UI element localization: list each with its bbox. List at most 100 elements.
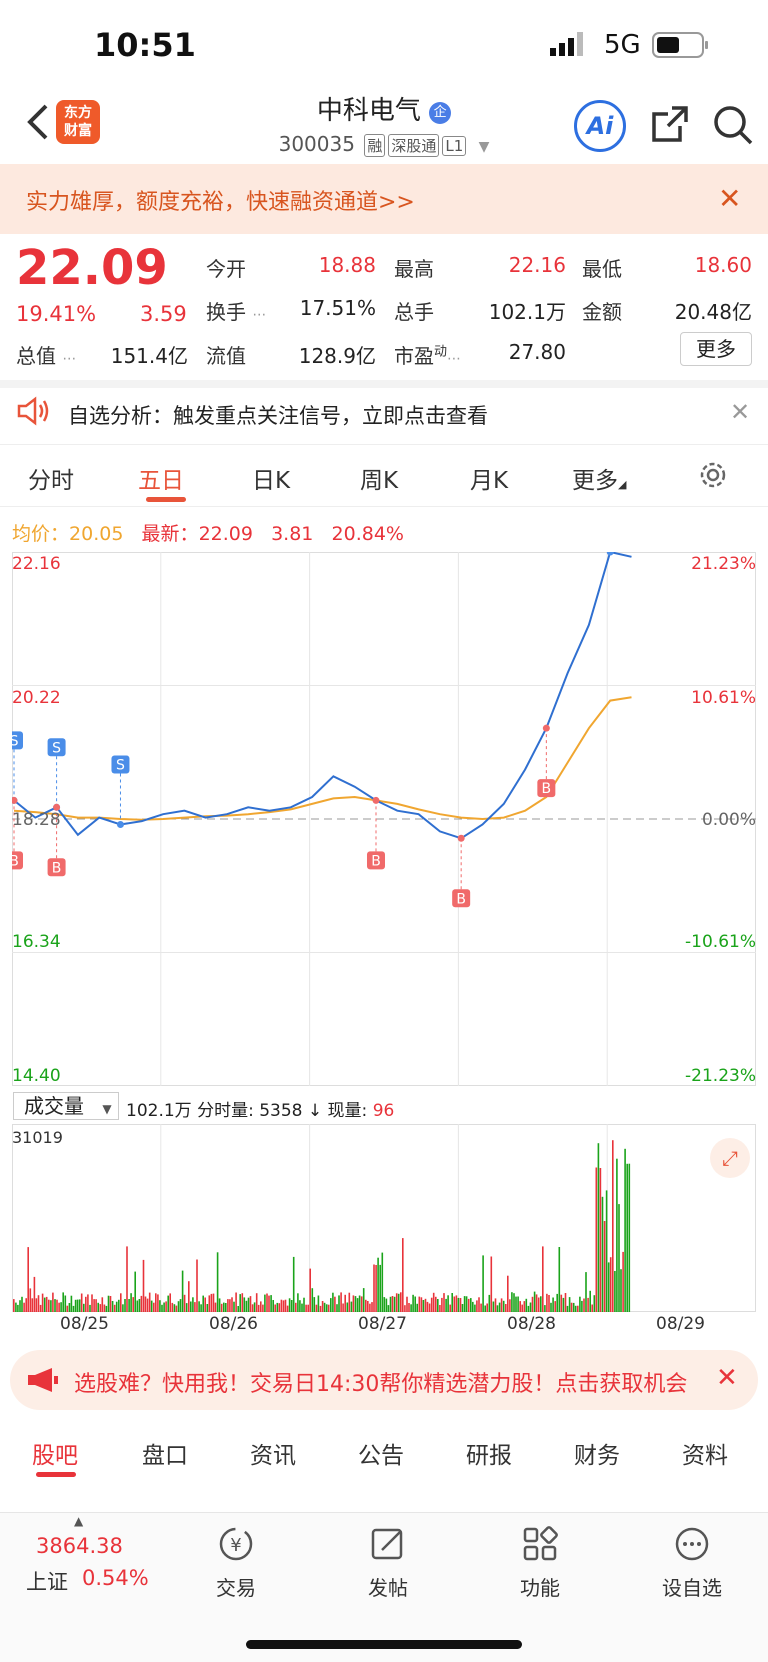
post-icon[interactable] xyxy=(338,1524,438,1571)
promo-close-button[interactable]: ✕ xyxy=(718,182,742,215)
volume-bar xyxy=(583,1298,585,1312)
volume-bar xyxy=(614,1271,616,1312)
volume-bar xyxy=(257,1304,260,1312)
volume-bar xyxy=(387,1305,390,1312)
volume-bar xyxy=(383,1297,386,1312)
float-value: 128.9亿 xyxy=(298,344,376,368)
signal-dot xyxy=(372,796,380,804)
add-watchlist-button[interactable]: 设自选 xyxy=(662,1576,722,1600)
volume-bar xyxy=(340,1292,342,1312)
volume-bar xyxy=(124,1299,126,1312)
more-button[interactable]: 更多 xyxy=(680,332,752,366)
volume-bar xyxy=(229,1299,231,1312)
index-expand-icon[interactable]: ▲ xyxy=(74,1514,84,1528)
volume-bar xyxy=(321,1301,324,1312)
tab-daily-k[interactable]: 日K xyxy=(252,468,291,494)
volume-bar xyxy=(373,1264,375,1312)
subtab-announcement[interactable]: 公告 xyxy=(358,1443,404,1469)
volume-bar xyxy=(27,1247,29,1312)
volume-bar xyxy=(153,1302,155,1312)
index-value[interactable]: 3864.38 xyxy=(36,1534,123,1558)
subtab-news[interactable]: 资讯 xyxy=(250,1443,296,1469)
gear-icon[interactable] xyxy=(698,460,728,490)
subtab-guba[interactable]: 股吧 xyxy=(32,1443,78,1469)
alert-close-button[interactable]: ✕ xyxy=(730,398,751,426)
volume-bar xyxy=(198,1301,200,1312)
trade-icon[interactable]: ¥ xyxy=(186,1524,286,1571)
volume-bar xyxy=(515,1296,517,1312)
index-name[interactable]: 上证 xyxy=(26,1570,68,1594)
search-icon[interactable] xyxy=(712,104,754,146)
open-value: 18.88 xyxy=(318,253,376,277)
volume-selector[interactable]: 成交量 ▼ xyxy=(13,1092,119,1120)
trade-button[interactable]: 交易 xyxy=(216,1576,256,1600)
volume-chart[interactable] xyxy=(12,1124,756,1312)
ad-close-button[interactable]: ✕ xyxy=(716,1363,738,1393)
volume-bar xyxy=(290,1300,293,1312)
volume-bar xyxy=(214,1302,217,1312)
bottom-bar xyxy=(0,1512,768,1662)
share-icon[interactable] xyxy=(650,104,690,144)
promo-banner[interactable] xyxy=(0,164,768,234)
ai-button[interactable]: Ai xyxy=(574,100,626,152)
tab-monthly-k[interactable]: 月K xyxy=(470,468,509,494)
volume-bar xyxy=(303,1297,305,1312)
volume-bar xyxy=(192,1297,194,1312)
volume-bar xyxy=(107,1295,110,1312)
volume-bar xyxy=(227,1299,229,1312)
volume-bar xyxy=(142,1259,145,1312)
volume-bar xyxy=(517,1296,519,1312)
volume-bar xyxy=(488,1294,491,1312)
promo-text[interactable]: 实力雄厚，额度充裕，快速融资通道>> xyxy=(26,190,415,215)
signal-label: B xyxy=(542,781,552,797)
volume-bar xyxy=(572,1302,575,1312)
volume-bar xyxy=(529,1302,532,1312)
tab-weekly-k[interactable]: 周K xyxy=(360,468,399,494)
alert-text[interactable]: 自选分析：触发重点关注信号，立即点击查看 xyxy=(68,404,488,428)
subtab-research[interactable]: 研报 xyxy=(466,1443,512,1469)
subtab-finance[interactable]: 财务 xyxy=(574,1443,620,1469)
tab-more[interactable]: 更多◢ xyxy=(572,468,627,494)
volume-bar xyxy=(309,1268,311,1312)
tab-intraday[interactable]: 分时 xyxy=(28,468,74,494)
function-button[interactable]: 功能 xyxy=(520,1576,560,1600)
signal-icon xyxy=(550,32,583,56)
volume-bar xyxy=(80,1293,83,1312)
expand-icon[interactable]: ⤢ xyxy=(710,1138,750,1178)
volume-bar xyxy=(196,1259,198,1312)
volume-bar xyxy=(48,1299,50,1312)
y-tick-right-2: 0.00% xyxy=(701,810,756,830)
watchlist-icon[interactable] xyxy=(642,1524,742,1571)
volume-bar xyxy=(319,1305,322,1312)
volume-bar xyxy=(498,1302,501,1312)
subtab-profile[interactable]: 资料 xyxy=(682,1443,728,1469)
volume-bar xyxy=(74,1299,77,1312)
y-tick-right-3: -10.61% xyxy=(685,932,756,952)
signal-dot xyxy=(606,552,614,556)
volume-bar xyxy=(245,1300,248,1312)
function-icon[interactable] xyxy=(490,1524,590,1571)
volume-bar xyxy=(492,1301,495,1312)
ad-banner[interactable] xyxy=(10,1350,758,1410)
stock-code-row[interactable]: 300035 融深股通 L1 ▼ xyxy=(278,132,490,157)
x-date-4: 08/29 xyxy=(656,1314,705,1334)
volume-bar xyxy=(111,1301,114,1312)
volume-bar xyxy=(50,1300,52,1312)
float-label: 流值 xyxy=(206,344,246,368)
price-chart[interactable]: SSSBBBBBS xyxy=(12,552,756,1086)
volume-bar xyxy=(239,1294,241,1312)
volume-bar xyxy=(574,1305,577,1312)
post-button[interactable]: 发帖 xyxy=(368,1576,408,1600)
high-label: 最高 xyxy=(394,257,434,281)
sell-signal-badge xyxy=(47,738,66,757)
stock-title: 中科电气 企 xyxy=(0,90,768,127)
volume-bar xyxy=(587,1297,589,1312)
volume-bar xyxy=(480,1303,482,1312)
subtab-pankou[interactable]: 盘口 xyxy=(142,1443,188,1469)
ad-text[interactable]: 选股难？快用我！交易日14:30帮你精选潜力股！点击获取机会 xyxy=(74,1372,688,1397)
back-icon[interactable] xyxy=(22,102,52,142)
tab-five-day[interactable]: 五日 xyxy=(138,468,184,494)
volume-label: 总手 xyxy=(394,300,434,324)
volume-bar xyxy=(218,1298,221,1312)
index-pct[interactable]: 0.54% xyxy=(82,1566,149,1590)
